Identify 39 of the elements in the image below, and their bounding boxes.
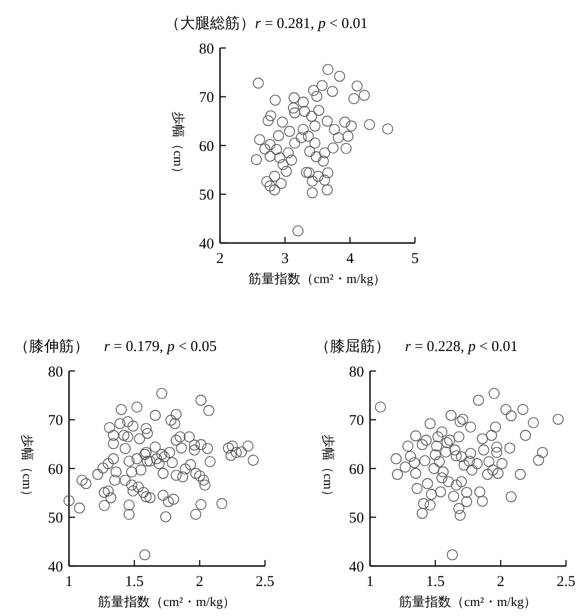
- y-axis-title: 歩幅（cm）: [321, 434, 336, 502]
- x-tick-label: 2: [216, 251, 224, 267]
- x-tick-label: 1.5: [124, 574, 144, 590]
- x-axis-title: 筋量指数（cm²・m/kg）: [399, 594, 537, 609]
- y-tick-label: 80: [48, 364, 63, 380]
- y-tick-label: 70: [349, 413, 364, 429]
- x-axis-title: 筋量指数（cm²・m/kg）: [98, 594, 236, 609]
- x-tick-label: 1.5: [426, 574, 445, 590]
- chart-title: （大腿総筋）: [165, 15, 255, 32]
- y-tick-label: 40: [199, 236, 214, 252]
- y-tick-label: 40: [349, 559, 364, 576]
- x-tick-label: 4: [346, 251, 354, 267]
- chart-title: （膝屈筋）: [315, 338, 390, 355]
- y-tick-label: 50: [199, 188, 214, 204]
- x-tick-label: 2.5: [556, 574, 576, 590]
- y-tick-label: 80: [349, 364, 364, 380]
- x-tick-label: 3: [281, 251, 289, 267]
- y-tick-label: 70: [48, 413, 63, 429]
- chart-subtitle: r = 0.281, p < 0.01: [255, 16, 368, 32]
- chart-subtitle: r = 0.228, p < 0.01: [405, 339, 518, 355]
- x-tick-label: 1: [65, 574, 73, 590]
- y-tick-label: 50: [349, 510, 364, 526]
- y-tick-label: 80: [199, 41, 214, 58]
- x-tick-label: 2: [496, 574, 504, 590]
- x-axis-title: 筋量指数（cm²・m/kg）: [248, 271, 386, 286]
- chart-subtitle: r = 0.179, p < 0.05: [104, 339, 217, 355]
- chart-title: （膝伸筋）: [14, 338, 89, 355]
- y-tick-label: 60: [199, 138, 214, 155]
- x-tick-label: 2.5: [256, 574, 274, 590]
- x-tick-label: 5: [411, 251, 419, 267]
- y-tick-label: 50: [48, 510, 63, 526]
- y-tick-label: 40: [48, 559, 63, 576]
- y-axis-title: 歩幅（cm）: [20, 434, 35, 502]
- y-tick-label: 60: [48, 462, 63, 478]
- y-axis-title: 歩幅（cm）: [171, 112, 186, 180]
- y-tick-label: 60: [349, 462, 364, 478]
- x-tick-label: 2: [196, 574, 204, 590]
- x-tick-label: 1: [366, 574, 374, 590]
- y-tick-label: 70: [199, 90, 214, 106]
